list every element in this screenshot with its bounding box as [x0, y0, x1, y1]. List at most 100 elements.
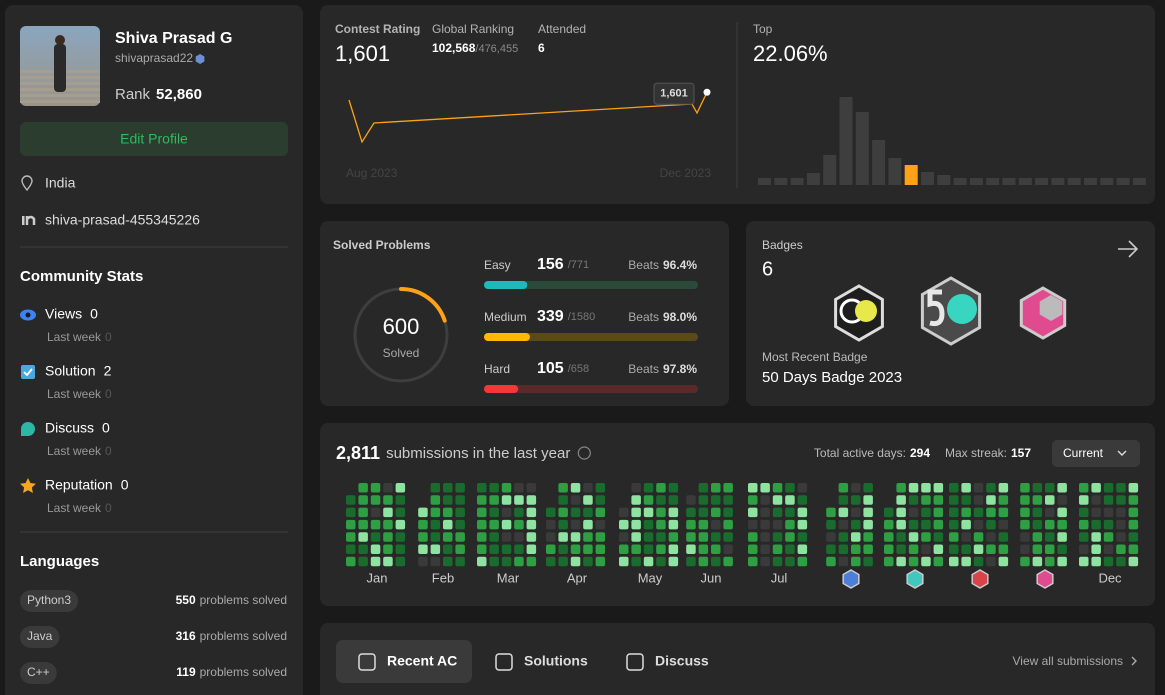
filter-dropdown[interactable]: [1052, 440, 1140, 467]
heatmap-cell: [383, 495, 393, 505]
heatmap-cell: [1032, 532, 1043, 542]
language-pill: [20, 662, 57, 684]
heatmap-cell: [961, 556, 971, 567]
heatmap-cell: [1020, 544, 1030, 554]
badges-arrow[interactable]: [1118, 240, 1139, 258]
solution-icon: [21, 365, 35, 379]
heatmap-cell: [851, 532, 861, 542]
heatmap-cell: [558, 544, 568, 554]
heatmap-cell: [949, 495, 959, 505]
heatmap-cell: [395, 495, 406, 505]
heatmap-cell: [698, 507, 709, 518]
heatmap-cell: [998, 544, 1009, 554]
heatmap-cell: [973, 519, 984, 530]
heatmap-cell: [908, 495, 919, 505]
heatmap-cell: [668, 495, 679, 505]
heatmap-cell: [643, 556, 654, 567]
heatmap-cell: [921, 483, 931, 493]
heatmap-cell: [908, 544, 919, 554]
top-value: 22.06%: [753, 41, 828, 66]
stat-period: Last week: [47, 501, 102, 515]
heatmap-cell: [686, 544, 696, 554]
heatmap-cell: [986, 544, 996, 554]
heatmap-cell: [358, 495, 368, 505]
heatmap-cell: [851, 483, 861, 493]
attended: 6: [538, 41, 545, 55]
filter-chevron: [1117, 450, 1127, 456]
heatmap-cell: [526, 532, 537, 542]
heatmap-cell: [949, 556, 959, 567]
heatmap-cell: [546, 544, 556, 554]
heatmap-cell: [1116, 532, 1126, 542]
distribution-bar: [1100, 178, 1114, 185]
heatmap-cell: [896, 532, 906, 542]
heatmap-cell: [1079, 507, 1089, 518]
heatmap-cell: [933, 532, 944, 542]
heatmap-cell: [1091, 483, 1101, 493]
heatmap-cell: [797, 519, 808, 530]
heatmap-cell: [489, 556, 499, 567]
level-bar: [484, 385, 519, 393]
heatmap-cell: [370, 483, 381, 493]
view-all[interactable]: View all submissions: [1013, 654, 1124, 668]
heatmap-cell: [418, 507, 428, 518]
heatmap-cell: [698, 544, 709, 554]
heatmap-cell: [395, 483, 406, 493]
solved-title: Solved Problems: [333, 238, 431, 252]
edit-profile-button[interactable]: [20, 122, 288, 156]
heatmap-cell: [489, 507, 499, 518]
stat-change: 0: [105, 444, 112, 458]
edit-profile-label[interactable]: Edit Profile: [120, 131, 188, 147]
heatmap-cell: [1128, 532, 1139, 542]
heatmap-cell: [826, 519, 836, 530]
stat-period: Last week: [47, 444, 102, 458]
distribution-bar: [806, 173, 820, 185]
heatmap-cell: [1032, 507, 1043, 518]
heatmap-cell: [711, 556, 721, 567]
heatmap-cell: [631, 556, 641, 567]
language-name: Java: [27, 629, 53, 643]
heatmap-cell: [949, 483, 959, 493]
avatar-stairs: [20, 100, 100, 103]
level-track: [484, 281, 698, 289]
heatmap-cell: [583, 544, 593, 554]
heatmap-cell: [358, 544, 368, 554]
stat-value: 0: [90, 306, 98, 322]
heatmap-cell: [863, 507, 873, 518]
stat-label: Solution: [45, 363, 96, 379]
language-name: C++: [27, 665, 50, 679]
heatmap-cell: [631, 483, 641, 493]
language-pill: [20, 626, 60, 648]
level-total: /771: [568, 259, 589, 271]
heatmap-cell: [785, 532, 795, 542]
heatmap-cell: [838, 507, 849, 518]
filter-label[interactable]: Current: [1063, 446, 1104, 460]
heatmap-cell: [631, 507, 641, 518]
tab-label[interactable]: Discuss: [655, 653, 709, 669]
heatmap-cell: [489, 544, 499, 554]
heatmap-cell: [1057, 556, 1067, 567]
level-track: [484, 333, 698, 341]
heatmap-cell: [346, 556, 356, 567]
heatmap-cell: [1116, 507, 1126, 518]
heatmap-cell: [1079, 519, 1089, 530]
tab-label[interactable]: Solutions: [524, 653, 588, 669]
heatmap-cell: [760, 507, 770, 518]
heatmap-cell: [797, 556, 808, 567]
heatmap-cell: [686, 495, 696, 505]
heatmap-cell: [785, 544, 795, 554]
views-icon-pupil: [25, 312, 31, 318]
heatmap-cell: [961, 532, 971, 542]
heatmap-cell: [1057, 532, 1067, 542]
profile-card: [5, 5, 303, 695]
heatmap-cell: [838, 519, 849, 530]
heatmap-cell: [863, 556, 873, 567]
reputation-icon: [20, 478, 36, 493]
heatmap-cell: [514, 495, 524, 505]
heatmap-cell: [477, 544, 487, 554]
heatmap-cell: [558, 532, 568, 542]
heatmap-cell: [838, 495, 849, 505]
tab-label[interactable]: Recent AC: [387, 653, 457, 669]
attended-label: Attended: [538, 22, 586, 36]
month-badge: [842, 569, 860, 589]
